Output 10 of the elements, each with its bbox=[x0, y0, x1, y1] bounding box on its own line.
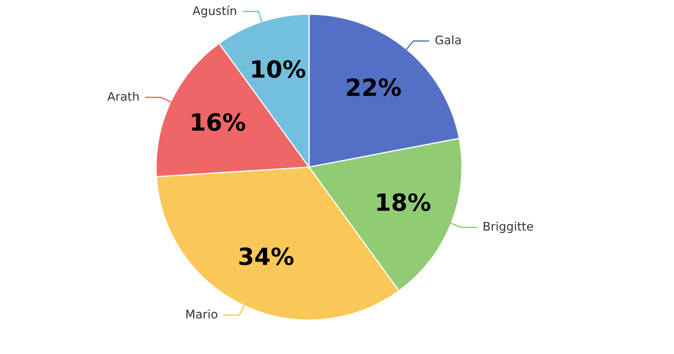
slice-label: Briggitte bbox=[484, 222, 533, 234]
slice-label: Agustín bbox=[192, 6, 236, 18]
slice-label: Mario bbox=[186, 309, 218, 319]
data-label: 22% bbox=[346, 78, 401, 96]
data-label: 10% bbox=[252, 60, 306, 78]
data-label: 34% bbox=[239, 247, 294, 266]
data-label: 18% bbox=[377, 193, 430, 212]
slice-label: Arath bbox=[107, 92, 139, 101]
slice-label: Gala bbox=[435, 35, 461, 44]
data-label: 16% bbox=[192, 113, 246, 131]
